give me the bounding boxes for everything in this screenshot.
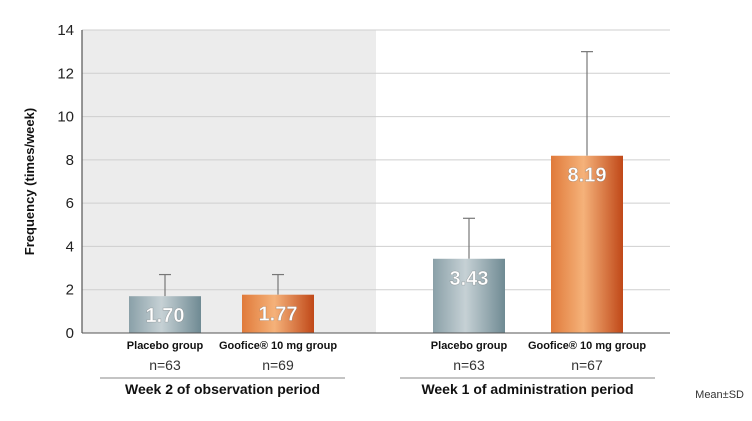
y-axis-label: Frequency (times/week) <box>22 108 37 255</box>
n-label: n=63 <box>453 357 485 373</box>
y-tick-label: 0 <box>66 325 74 342</box>
bar-goofice <box>551 155 623 333</box>
y-tick-label: 12 <box>57 65 74 82</box>
bar-value-label: 8.19 <box>568 165 607 187</box>
y-tick-label: 6 <box>66 195 74 212</box>
bar-value-label: 1.77 <box>259 304 298 326</box>
category-label: Goofice® 10 mg group <box>219 340 337 352</box>
category-label: Goofice® 10 mg group <box>528 340 646 352</box>
bar-goofice <box>242 294 314 333</box>
mean-sd-note: Mean±SD <box>695 389 744 401</box>
category-label: Placebo group <box>127 340 204 352</box>
category-label: Placebo group <box>431 340 508 352</box>
observation-period-shading <box>82 30 376 333</box>
bar-placebo <box>129 296 201 333</box>
y-tick-label: 10 <box>57 109 74 126</box>
y-tick-label: 4 <box>66 238 74 255</box>
y-tick-label: 14 <box>57 22 74 39</box>
y-tick-label: 8 <box>66 152 74 169</box>
period-label: Week 2 of observation period <box>125 381 320 397</box>
y-tick-label: 2 <box>66 282 74 299</box>
n-label: n=63 <box>149 357 181 373</box>
n-label: n=69 <box>262 357 294 373</box>
bar-value-label: 3.43 <box>450 268 489 290</box>
bar-placebo <box>433 258 505 333</box>
n-label: n=67 <box>571 357 603 373</box>
period-label: Week 1 of administration period <box>421 381 633 397</box>
bar-value-label: 1.70 <box>146 305 185 327</box>
